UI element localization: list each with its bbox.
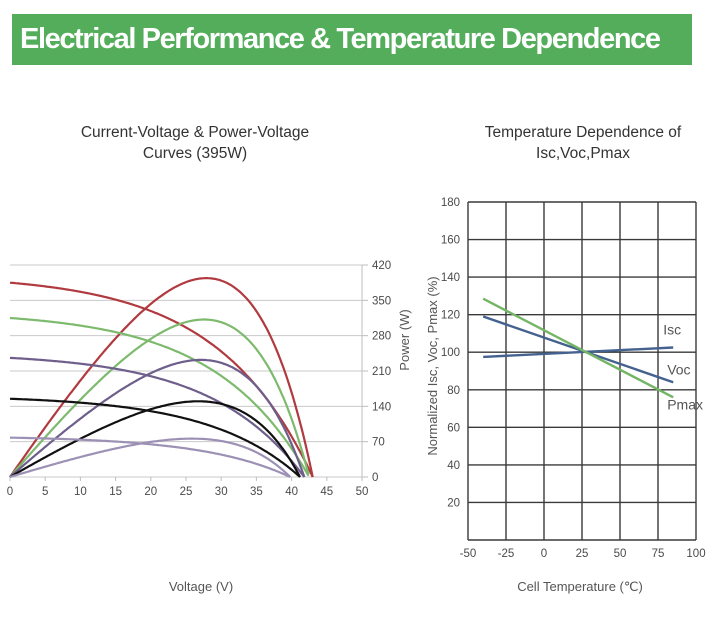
x-tick-label: 15 [109, 486, 122, 498]
temp-chart-title-line-1: Temperature Dependence of [484, 124, 682, 141]
x-tick-label: 40 [285, 486, 298, 498]
y-tick-label: 70 [372, 437, 385, 449]
y-tick-label: 160 [441, 235, 460, 247]
temp-chart-title-line-2: Isc,Voc,Pmax [536, 145, 630, 162]
y-tick-label: 280 [372, 331, 391, 343]
x-tick-label: 0 [7, 486, 13, 498]
iv-curve-5 [9, 436, 291, 478]
series-line-isc [483, 346, 674, 359]
y-tick-label: 180 [441, 197, 460, 209]
x-tick-label: 75 [652, 548, 665, 560]
iv-chart-title-line-2: Curves (395W) [142, 145, 248, 162]
iv-chart-title-line-1: Current-Voltage & Power-Voltage [80, 124, 310, 141]
x-tick-label: 10 [74, 486, 87, 498]
x-axis-label: Cell Temperature (℃) [517, 579, 643, 594]
x-tick-label: 100 [686, 548, 705, 560]
y-tick-label: 100 [441, 347, 460, 359]
y-axis-label: Normalized Isc, Voc, Pmax (%) [425, 276, 440, 455]
x-tick-label: -25 [498, 548, 515, 560]
series-label-pmax: Pmax [667, 396, 703, 412]
x-tick-label: 25 [180, 486, 193, 498]
x-tick-label: 50 [614, 548, 627, 560]
series-line-voc [482, 315, 674, 384]
x-tick-label: 30 [215, 486, 228, 498]
y-tick-label: 420 [372, 260, 391, 272]
y-tick-label: 210 [372, 366, 391, 378]
y-tick-label: 80 [447, 385, 460, 397]
pv-curve-1 [9, 277, 314, 478]
temp-chart-title: Temperature Dependence of Isc,Voc,Pmax [458, 122, 708, 164]
iv-curve-3 [9, 356, 306, 478]
y-tick-label: 0 [372, 472, 378, 484]
pv-curve-5 [9, 437, 291, 479]
y-tick-label: 120 [441, 310, 460, 322]
x-tick-label: 50 [356, 486, 369, 498]
y-tick-label: 350 [372, 295, 391, 307]
y-tick-label: 60 [447, 422, 460, 434]
x-tick-label: 5 [42, 486, 48, 498]
x-tick-label: 0 [541, 548, 547, 560]
page-title: Electrical Performance & Temperature Dep… [20, 23, 661, 55]
x-tick-label: -50 [460, 548, 477, 560]
x-tick-label: 25 [576, 548, 589, 560]
header-banner: Electrical Performance & Temperature Dep… [12, 14, 692, 65]
pv-curve-4 [9, 400, 301, 478]
y-axis-label: Power (W) [397, 309, 412, 370]
x-tick-label: 35 [250, 486, 263, 498]
series-label-voc: Voc [667, 361, 690, 377]
series-label-isc: Isc [663, 322, 681, 338]
x-axis-label: Voltage (V) [169, 579, 233, 594]
iv-curve-2 [9, 316, 310, 477]
x-tick-label: 20 [144, 486, 157, 498]
iv-curve-4 [10, 397, 301, 478]
y-tick-label: 40 [447, 460, 460, 472]
y-tick-label: 140 [372, 401, 391, 413]
y-tick-label: 20 [447, 497, 460, 509]
series-line-pmax [482, 297, 674, 399]
pv-curve-3 [9, 358, 306, 478]
y-tick-label: 140 [441, 272, 460, 284]
iv-chart-title: Current-Voltage & Power-Voltage Curves (… [40, 122, 350, 164]
pv-curve-2 [9, 318, 310, 478]
x-tick-label: 45 [320, 486, 333, 498]
